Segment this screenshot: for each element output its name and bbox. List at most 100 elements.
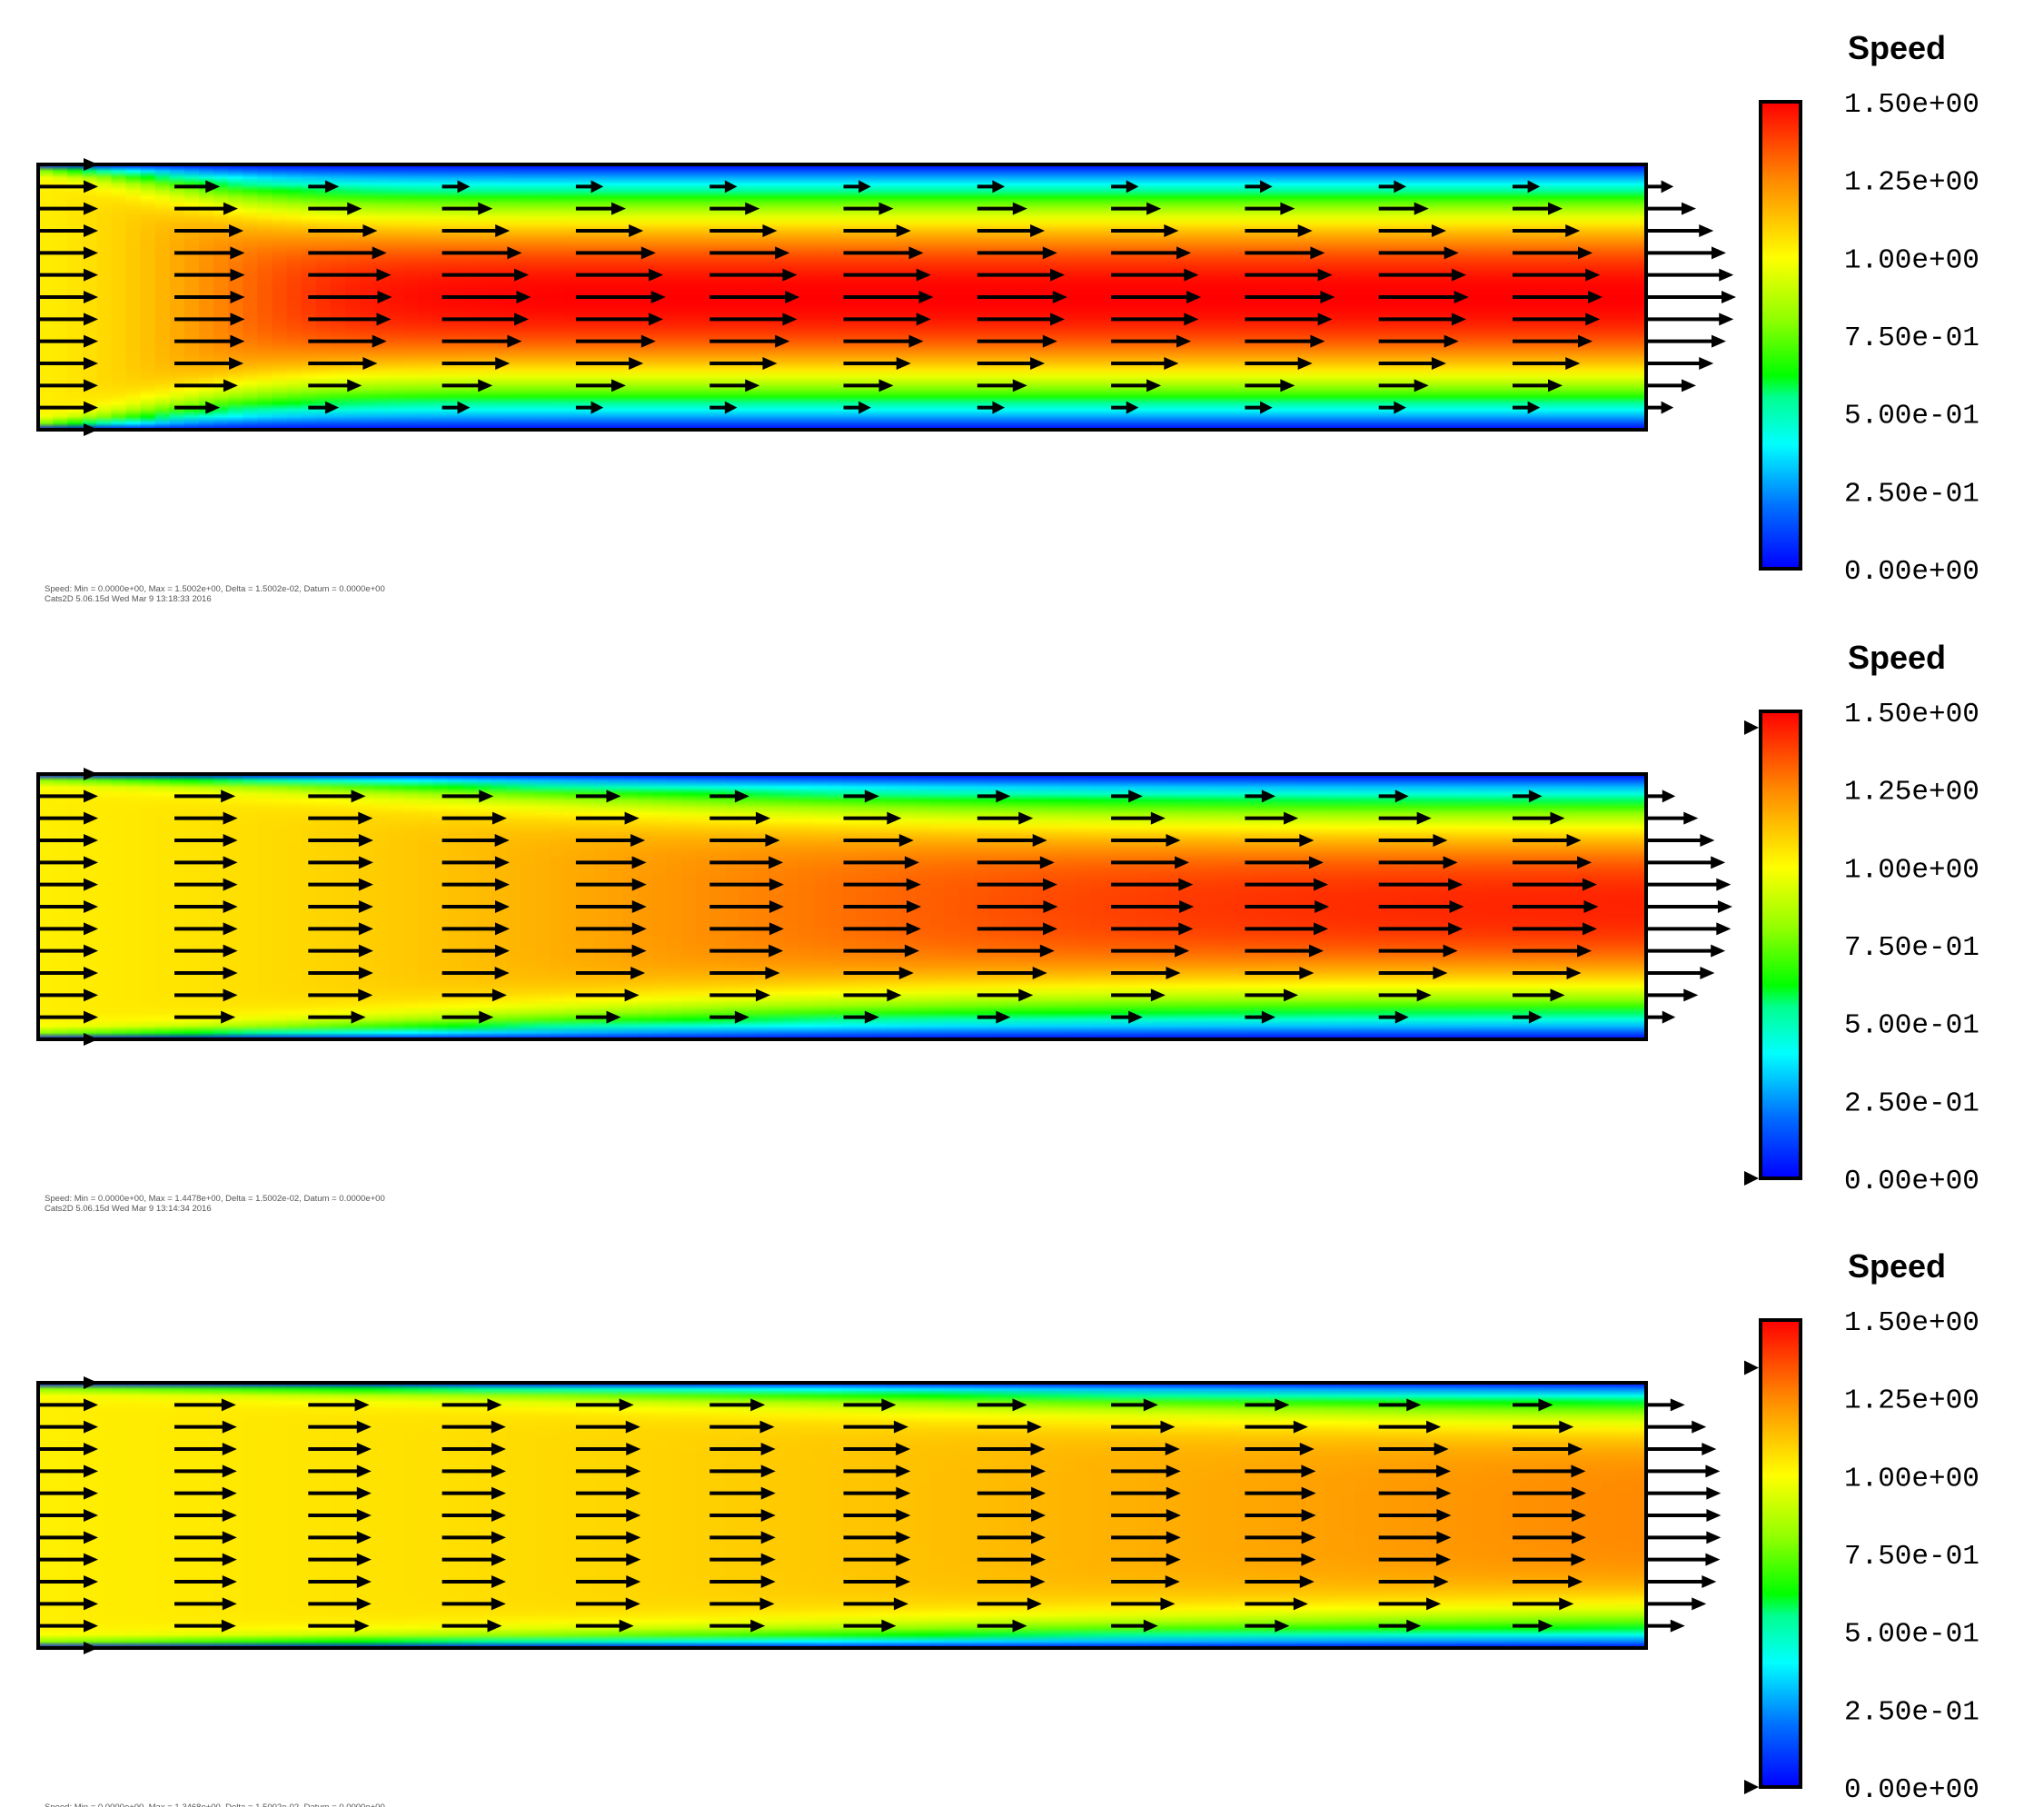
colorbar-scale xyxy=(1759,710,1802,1180)
field-strip xyxy=(125,164,142,430)
arrow-head xyxy=(1431,224,1446,237)
arrow-head xyxy=(864,789,879,803)
field-strip xyxy=(111,164,127,430)
arrow-head xyxy=(1280,202,1295,215)
arrow-head xyxy=(494,922,510,936)
field-strip xyxy=(374,1383,390,1648)
arrow-head xyxy=(631,856,647,869)
field-strip xyxy=(827,774,843,1039)
arrow-head xyxy=(223,988,238,1002)
arrow-head xyxy=(650,291,666,303)
arrow-head xyxy=(1719,268,1734,282)
field-strip xyxy=(1076,164,1092,430)
arrow-head xyxy=(626,1575,641,1588)
arrow-head xyxy=(760,1486,776,1500)
arrow-head xyxy=(1436,1464,1452,1478)
colorbar-tick-label: 0.00e+00 xyxy=(1844,1166,1980,1197)
field-strip xyxy=(550,774,565,1039)
caption-line: Speed: Min = 0.0000e+00, Max = 1.4478e+0… xyxy=(45,1194,385,1204)
arrow-head xyxy=(1577,944,1593,958)
arrow-head xyxy=(1583,878,1598,891)
arrow-head xyxy=(649,268,664,282)
field-strip xyxy=(1470,164,1486,430)
arrow-head xyxy=(507,334,522,348)
colorbar-scale xyxy=(1759,100,1802,571)
field-strip xyxy=(1485,164,1501,430)
field-strip xyxy=(1470,1383,1486,1648)
caption-line: Speed: Min = 0.0000e+00, Max = 1.3468e+0… xyxy=(45,1802,385,1807)
field-strip xyxy=(915,1383,931,1648)
field-strip xyxy=(140,164,156,430)
arrow-head xyxy=(1293,1420,1308,1434)
colorbar-tick-label: 1.00e+00 xyxy=(1844,854,1980,886)
arrow-head xyxy=(1280,379,1295,392)
arrow-head xyxy=(223,379,238,392)
arrow-head xyxy=(1126,401,1139,414)
arrow-head xyxy=(896,224,911,237)
field-strip xyxy=(521,774,536,1039)
panel-3: Speed 1.50e+00 1.25e+00 1.00e+00 7.50e-01 5.0… xyxy=(36,1247,1980,1807)
arrow-head xyxy=(84,856,98,869)
arrow-head xyxy=(362,224,378,237)
arrow-head xyxy=(229,357,244,370)
arrow-head xyxy=(1310,334,1325,348)
arrow-head xyxy=(626,1486,641,1500)
arrow-head xyxy=(1444,246,1459,260)
field-strip xyxy=(651,1383,668,1648)
arrow-head xyxy=(916,313,931,326)
arrow-head xyxy=(84,944,98,958)
arrow-head xyxy=(1176,334,1192,348)
arrow-head xyxy=(1683,811,1699,825)
arrow-head xyxy=(996,1010,1011,1024)
field-strip xyxy=(403,1383,419,1648)
field-strip xyxy=(389,774,404,1039)
arrow-head xyxy=(1043,900,1058,913)
arrow-head xyxy=(514,268,530,282)
field-strip xyxy=(1047,1383,1062,1648)
colorbar-tick-label: 2.50e-01 xyxy=(1844,1087,1980,1119)
arrow-head xyxy=(887,988,902,1002)
arrow-head xyxy=(491,1531,506,1544)
arrow-head xyxy=(223,967,238,979)
colorbar-tick-label: 7.50e-01 xyxy=(1844,1541,1980,1573)
field-strip xyxy=(1325,774,1340,1039)
arrow-head xyxy=(351,1010,366,1024)
arrow-head xyxy=(626,1509,641,1522)
arrow-head xyxy=(759,1597,775,1611)
arrow-head xyxy=(1448,922,1464,936)
arrow-head xyxy=(640,246,656,260)
field-strip xyxy=(140,1383,156,1648)
arrow-head xyxy=(1716,878,1731,891)
arrow-head xyxy=(223,856,238,869)
arrow-head xyxy=(630,967,646,979)
arrow-head xyxy=(1548,202,1563,215)
arrow-head xyxy=(1670,1619,1685,1633)
arrow-head xyxy=(1394,180,1406,194)
field-strip xyxy=(783,1383,799,1648)
arrow-head xyxy=(606,1010,621,1024)
arrow-head xyxy=(1426,1420,1442,1434)
arrow-head xyxy=(1184,313,1199,326)
arrow-head xyxy=(372,334,387,348)
arrow-head xyxy=(1565,224,1581,237)
arrow-head xyxy=(84,967,98,979)
arrow-head xyxy=(1297,357,1313,370)
arrow-head xyxy=(918,291,934,303)
field-strip xyxy=(812,774,829,1039)
colorbar-title: Speed xyxy=(1848,1247,1946,1285)
field-strip xyxy=(1631,774,1647,1039)
arrow-head xyxy=(896,1531,911,1544)
field-strip xyxy=(1090,164,1106,430)
arrow-head xyxy=(358,878,373,891)
arrow-head xyxy=(221,789,236,803)
arrow-head xyxy=(896,1509,911,1522)
caption-line: Cats2D 5.06.15d Wed Mar 9 13:18:33 2016 xyxy=(45,594,212,604)
arrow-head xyxy=(1175,944,1190,958)
arrow-head xyxy=(84,1553,98,1566)
arrow-head xyxy=(1443,944,1458,958)
arrow-head xyxy=(1585,313,1601,326)
arrow-head xyxy=(992,401,1006,414)
arrow-head xyxy=(491,1443,506,1455)
arrow-head xyxy=(1030,224,1046,237)
arrow-head xyxy=(1571,1464,1586,1478)
